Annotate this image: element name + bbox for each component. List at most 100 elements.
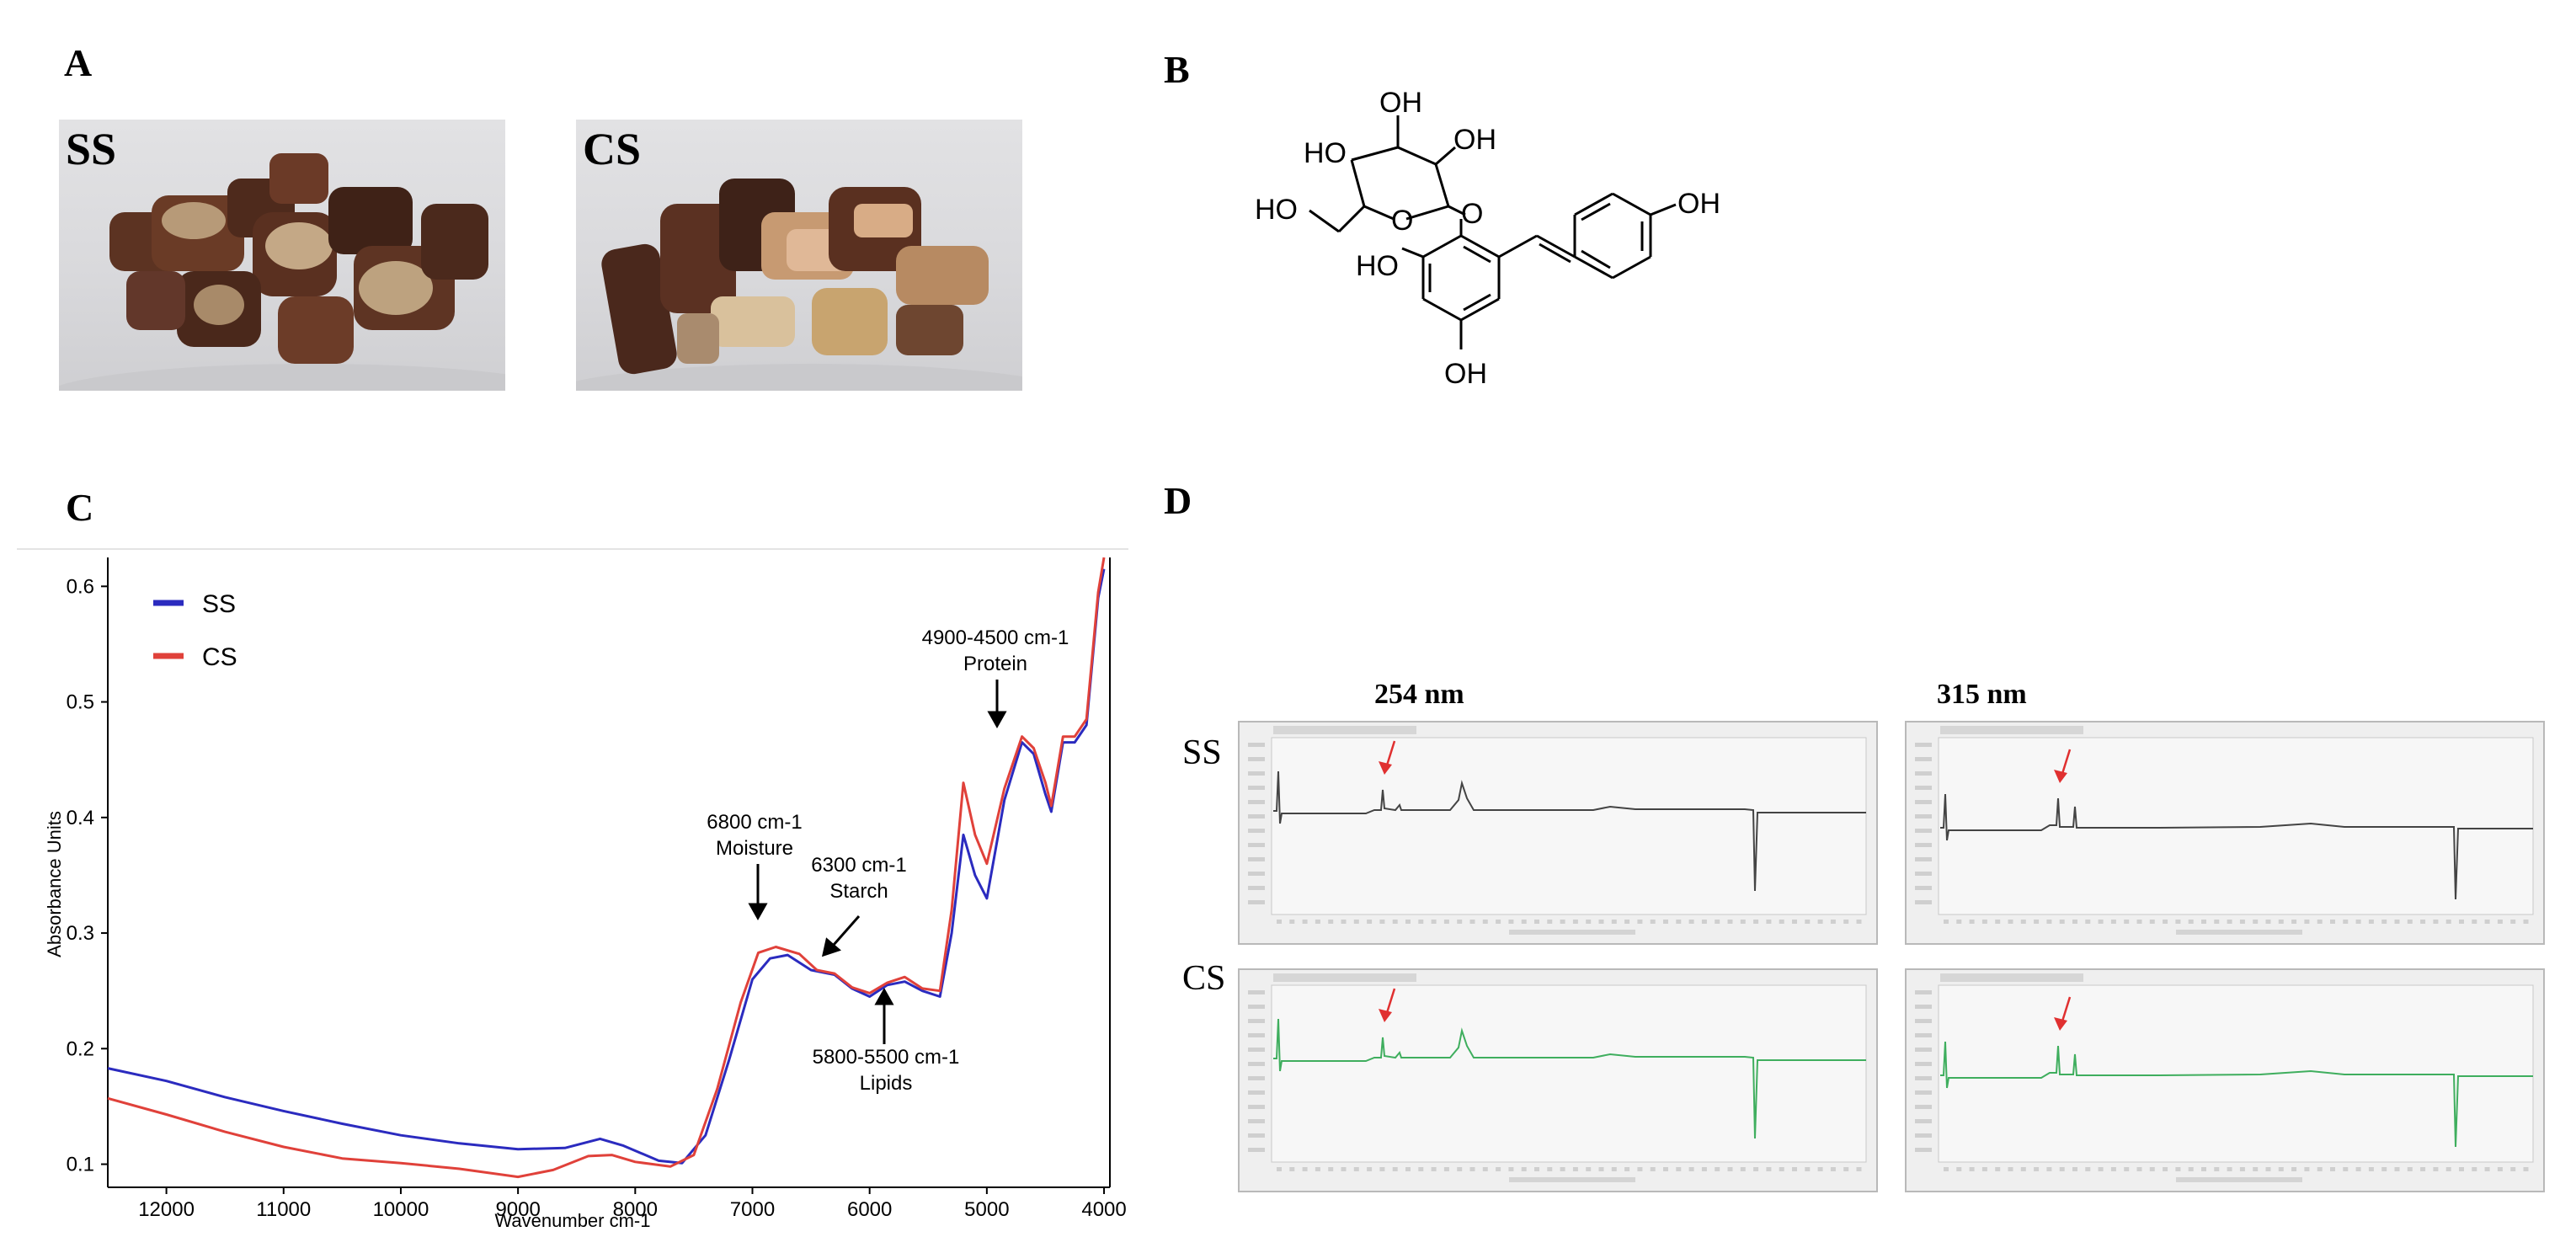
x-tick-label: 6000 <box>847 1198 892 1221</box>
chromatogram-x-tick-label <box>1611 920 1617 924</box>
chromatogram-x-tick-label <box>1944 1167 1949 1171</box>
chromatogram-x-tick-label <box>2239 920 2245 924</box>
chromatogram-x-tick-label <box>1496 920 1501 924</box>
chromatogram-x-tick-label <box>2175 920 2181 924</box>
annotation-moisture-label: Moisture <box>716 837 793 860</box>
chromatogram-y-tick-label <box>1248 857 1265 861</box>
chromatogram-x-tick-label <box>2059 920 2065 924</box>
chromatogram-x-tick-label <box>1779 1167 1784 1171</box>
chromatogram-x-tick-label <box>2394 920 2400 924</box>
chromatogram-y-tick-label <box>1248 800 1265 804</box>
chromatogram-y-tick-label <box>1915 1019 1932 1023</box>
chromatogram-x-tick-label <box>2227 1167 2232 1171</box>
chromatogram-header-text <box>1940 726 2083 734</box>
chromatogram-x-tick-label <box>2136 1167 2142 1171</box>
chromatogram-y-tick-label <box>1915 1048 1932 1052</box>
chemical-structure: OH HO OH HO O O OH HO OH <box>1255 87 1720 390</box>
chromatogram-axis-title <box>1509 1177 1635 1182</box>
chromatogram-x-tick-label <box>1598 1167 1604 1171</box>
chromatogram-x-tick-label <box>1792 920 1797 924</box>
chromatogram-x-tick-label <box>2459 920 2464 924</box>
peak-arrowhead <box>2054 770 2067 783</box>
oh-bottom: OH <box>1444 358 1487 390</box>
chromatogram-x-tick-label <box>2072 920 2077 924</box>
chromatogram-cs-315 <box>1905 968 2545 1192</box>
chromatogram-x-tick-label <box>1547 920 1553 924</box>
chromatogram-x-tick-label <box>1443 1167 1449 1171</box>
chromatogram-x-tick-label <box>2304 920 2310 924</box>
panel-label-a: A <box>64 41 93 84</box>
chromatogram-x-tick-label <box>1715 1167 1720 1171</box>
chromatogram-x-tick-label <box>2484 1167 2490 1171</box>
panel-label-b: B <box>1164 48 1190 91</box>
chromatogram-x-tick-label <box>2253 920 2259 924</box>
chromatogram-x-tick-label <box>1482 920 1488 924</box>
peak-arrowhead <box>2054 1017 2067 1031</box>
oh-ring-b: OH <box>1677 188 1720 220</box>
ss-roots-illustration <box>59 153 505 391</box>
chromatogram-x-tick-label <box>1521 920 1527 924</box>
chromatogram-x-tick-label <box>2394 1167 2400 1171</box>
x-axis-label: Wavenumber cm-1 <box>494 1210 650 1231</box>
ho-left: HO <box>1304 137 1347 169</box>
chromatogram-y-tick-label <box>1248 814 1265 818</box>
chromatogram-x-tick-label <box>1289 1167 1295 1171</box>
chromatogram-x-tick-label <box>2214 1167 2220 1171</box>
chromatogram-x-tick-label <box>2317 1167 2323 1171</box>
chromatogram-x-tick-label <box>2214 920 2220 924</box>
x-tick-label: 8000 <box>613 1198 658 1221</box>
y-tick-label: 0.1 <box>67 1154 94 1176</box>
chromatogram-x-tick-label <box>1443 920 1449 924</box>
chromatogram-x-tick-label <box>1482 1167 1488 1171</box>
chromatogram-x-tick-label <box>1727 1167 1733 1171</box>
chromatogram-x-tick-label <box>1650 920 1656 924</box>
chromatogram-x-tick-label <box>1315 1167 1320 1171</box>
chromatogram-y-tick-label <box>1248 1062 1265 1066</box>
x-tick-label: 7000 <box>730 1198 775 1221</box>
photo-tag-cs: CS <box>583 124 642 174</box>
chromatogram-y-tick-label <box>1915 743 1932 747</box>
chromatogram-y-tick-label <box>1248 900 1265 904</box>
chromatogram-y-tick-label <box>1915 843 1932 847</box>
chromatogram-x-tick-label <box>2046 920 2052 924</box>
arrow-starch <box>832 915 861 946</box>
chromatogram-y-tick-label <box>1248 1019 1265 1023</box>
annotation-moisture-range: 6800 cm-1 <box>707 811 802 834</box>
chromatogram-y-tick-label <box>1915 1119 1932 1123</box>
chromatogram-x-tick-label <box>2008 920 2013 924</box>
chromatogram-x-tick-label <box>2368 920 2374 924</box>
chromatogram-y-tick-label <box>1915 857 1932 861</box>
chromatogram-y-tick-label <box>1248 1033 1265 1037</box>
chromatogram-x-tick-label <box>1289 920 1295 924</box>
chromatogram-x-tick-label <box>1302 920 1308 924</box>
chromatogram-x-tick-label <box>2368 1167 2374 1171</box>
chromatogram-x-tick-label <box>2163 1167 2168 1171</box>
y-tick-label: 0.2 <box>67 1037 94 1060</box>
chromatogram-y-tick-label <box>1248 1048 1265 1052</box>
chromatogram-x-tick-label <box>1688 1167 1694 1171</box>
chromatogram-ss-254 <box>1238 721 1878 945</box>
chromatogram-y-tick-label <box>1915 771 1932 776</box>
chromatogram-x-tick-label <box>1981 920 1987 924</box>
chromatogram-x-tick-label <box>1353 1167 1359 1171</box>
photo-cs: CS <box>576 120 1022 391</box>
x-tick-label: 12000 <box>138 1198 195 1221</box>
chromatogram-x-tick-label <box>1969 1167 1975 1171</box>
chromatogram-x-tick-label <box>2085 1167 2091 1171</box>
photo-tag-ss: SS <box>66 124 117 174</box>
chromatogram-x-tick-label <box>1766 920 1772 924</box>
chromatogram-x-tick-label <box>2291 1167 2297 1171</box>
chromatogram-x-tick-label <box>2278 1167 2284 1171</box>
chromatogram-x-tick-label <box>1805 1167 1811 1171</box>
chromatogram-x-tick-label <box>1830 920 1836 924</box>
chromatogram-trace <box>1940 1041 2533 1148</box>
annotation-starch-label: Starch <box>829 880 888 903</box>
peak-arrowhead <box>1379 1009 1392 1022</box>
chromatogram-x-tick-label <box>1676 1167 1682 1171</box>
chromatogram-trace <box>1273 1018 1866 1139</box>
chart-legend: SS CS <box>153 590 237 671</box>
chromatogram-x-tick-label <box>2433 1167 2439 1171</box>
chromatogram-x-tick-label <box>1572 920 1578 924</box>
chromatogram-x-tick-label <box>1637 1167 1643 1171</box>
chromatogram-x-tick-label <box>1956 1167 1962 1171</box>
